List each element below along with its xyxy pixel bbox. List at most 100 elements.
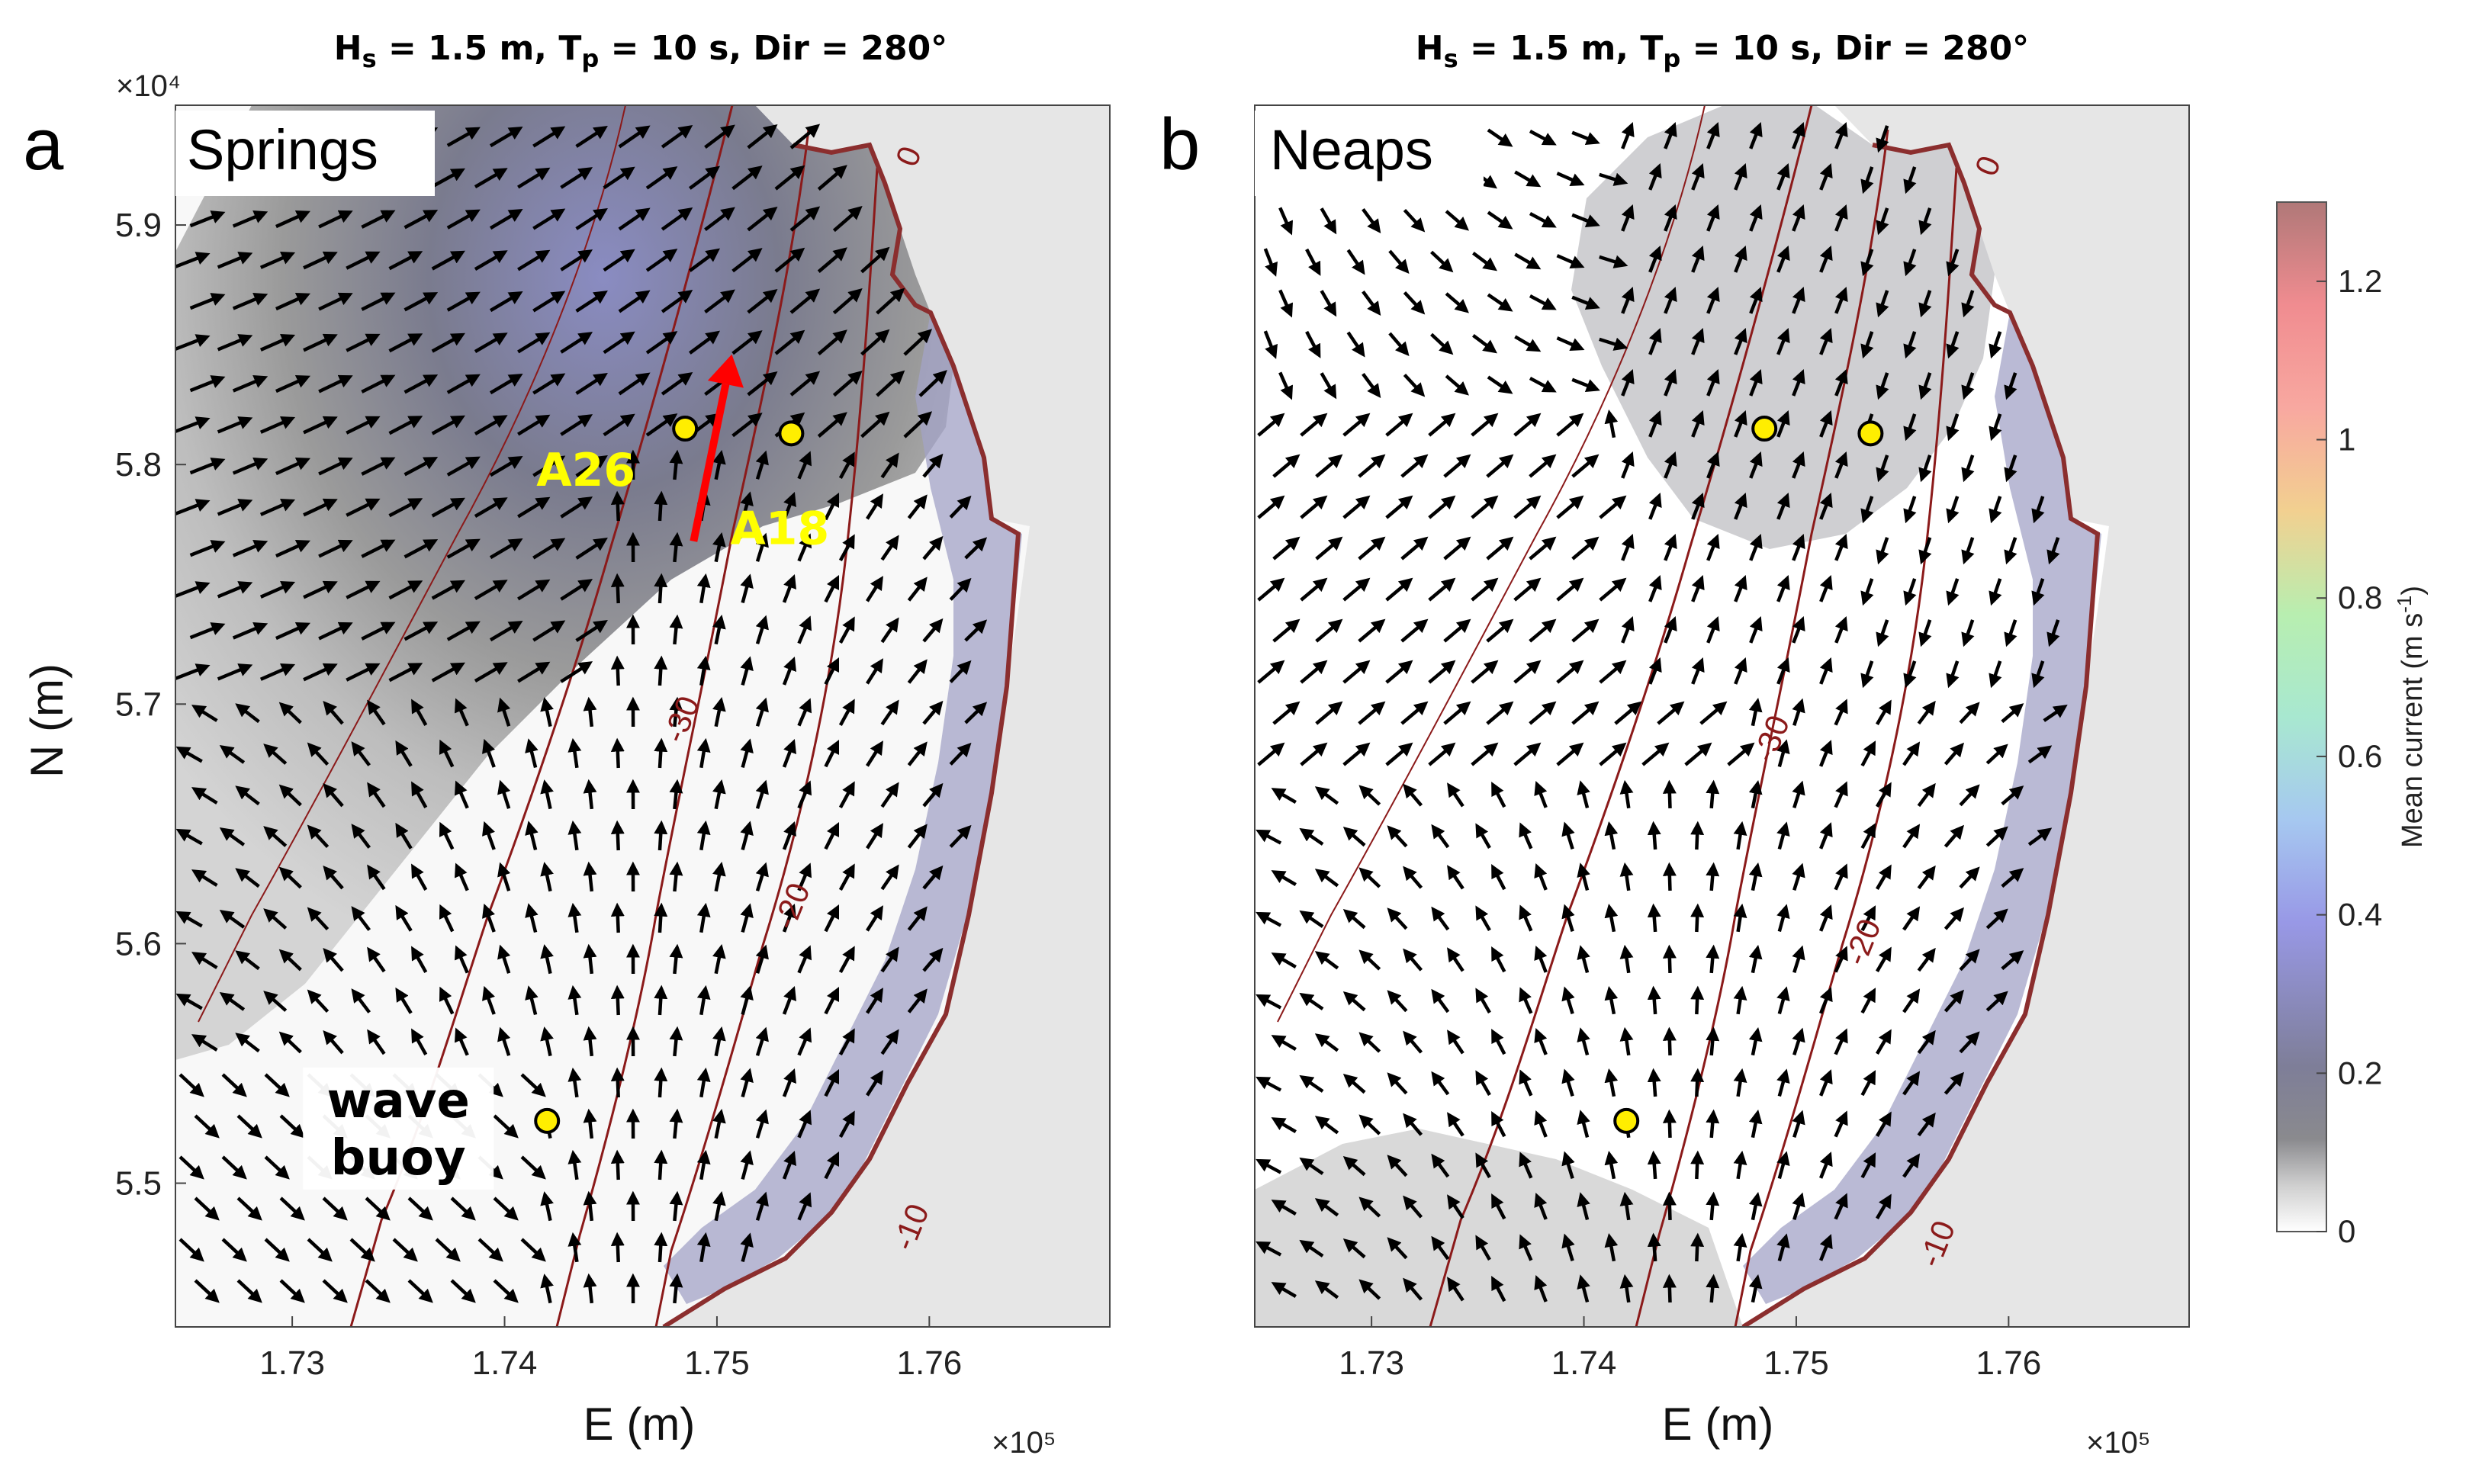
current-arrow [1487, 293, 1513, 312]
current-arrow [1471, 495, 1499, 519]
current-arrow [824, 1151, 840, 1180]
current-arrow [1946, 578, 1960, 606]
current-arrow [1985, 908, 2008, 930]
current-arrow [232, 293, 268, 310]
current-arrow [669, 943, 683, 975]
current-arrow [278, 702, 302, 724]
current-arrow [403, 210, 439, 230]
current-arrow [235, 785, 260, 806]
panel-a-frame [175, 104, 1111, 1328]
current-arrow [1876, 537, 1889, 565]
current-arrow [1403, 1195, 1423, 1219]
current-arrow [1664, 287, 1677, 314]
current-arrow [755, 532, 769, 562]
current-arrow [1946, 660, 1960, 689]
current-arrow [189, 540, 226, 557]
colorbar-tick-label: 0.8 [2338, 580, 2382, 615]
current-arrow [1961, 619, 1975, 647]
current-arrow [361, 210, 396, 229]
current-arrow [367, 1029, 386, 1055]
station-marker [778, 420, 805, 447]
current-arrow [517, 332, 551, 354]
current-arrow [351, 741, 371, 766]
current-arrow [189, 293, 226, 310]
current-arrow [1733, 1232, 1747, 1262]
current-arrow [2031, 578, 2045, 606]
current-arrow [1792, 616, 1805, 644]
current-arrow [493, 1114, 519, 1139]
panel-a-xlabel: E (m) [584, 1399, 696, 1450]
current-arrow [575, 455, 608, 477]
current-arrow [1556, 336, 1585, 352]
current-arrow [1342, 660, 1371, 684]
current-arrow [1621, 122, 1635, 149]
current-arrow [1733, 1068, 1747, 1097]
current-arrow [1733, 821, 1747, 850]
current-arrow [949, 495, 972, 519]
current-arrow [1534, 781, 1548, 808]
current-arrow [1299, 992, 1324, 1010]
current-arrow [1706, 779, 1720, 809]
current-arrow [712, 779, 726, 810]
current-arrow [1792, 369, 1805, 397]
current-arrow [1647, 1068, 1661, 1097]
current-arrow [1358, 1279, 1381, 1300]
current-arrow [1776, 986, 1790, 1015]
current-arrow [1860, 988, 1876, 1014]
current-arrow [1776, 1151, 1790, 1180]
current-arrow [1989, 413, 2002, 442]
current-arrow [1734, 657, 1747, 685]
current-arrow [583, 696, 597, 728]
current-arrow [774, 165, 805, 191]
current-arrow [1776, 657, 1790, 685]
current-arrow [747, 207, 778, 232]
current-arrow [1876, 207, 1889, 236]
current-arrow [880, 1029, 899, 1055]
current-arrow [1513, 413, 1542, 437]
current-arrow [1647, 821, 1661, 850]
current-arrow [221, 1238, 247, 1262]
current-arrow [1875, 1193, 1892, 1219]
current-arrow [1577, 1192, 1590, 1221]
current-arrow [278, 949, 302, 972]
current-arrow [1604, 1150, 1619, 1180]
current-arrow [645, 331, 678, 355]
current-arrow [964, 537, 988, 560]
current-arrow [1985, 744, 2008, 765]
current-arrow [1519, 1152, 1533, 1179]
current-arrow [866, 493, 883, 520]
current-arrow [1648, 246, 1662, 273]
current-arrow [1400, 701, 1429, 725]
current-arrow [474, 415, 508, 436]
current-arrow [1403, 783, 1423, 807]
current-arrow [1400, 454, 1429, 478]
current-arrow [1860, 249, 1874, 277]
current-arrow [1342, 1073, 1366, 1094]
current-arrow [361, 292, 396, 311]
current-arrow [1918, 455, 1932, 483]
current-arrow [323, 783, 344, 808]
panel-a-coastline [662, 142, 1021, 1327]
current-arrow [610, 490, 625, 522]
current-arrow [603, 413, 635, 437]
current-arrow [654, 1067, 668, 1098]
current-arrow [1734, 493, 1747, 520]
current-arrow [232, 210, 268, 228]
current-arrow [540, 862, 554, 892]
current-arrow [407, 1279, 433, 1303]
current-arrow [1748, 1191, 1763, 1221]
current-arrow [1561, 904, 1575, 932]
x-tick-label: 1.73 [1339, 1344, 1404, 1382]
current-arrow [922, 947, 944, 972]
current-arrow [824, 821, 840, 850]
current-arrow [1314, 1033, 1339, 1052]
current-arrow [446, 456, 481, 477]
current-arrow [1358, 1032, 1381, 1053]
current-arrow [838, 781, 855, 809]
current-arrow [1819, 822, 1833, 850]
current-arrow [1876, 125, 1889, 153]
current-arrow [1431, 906, 1450, 931]
current-arrow [583, 779, 597, 810]
current-arrow [303, 416, 338, 435]
current-arrow [1621, 451, 1635, 479]
